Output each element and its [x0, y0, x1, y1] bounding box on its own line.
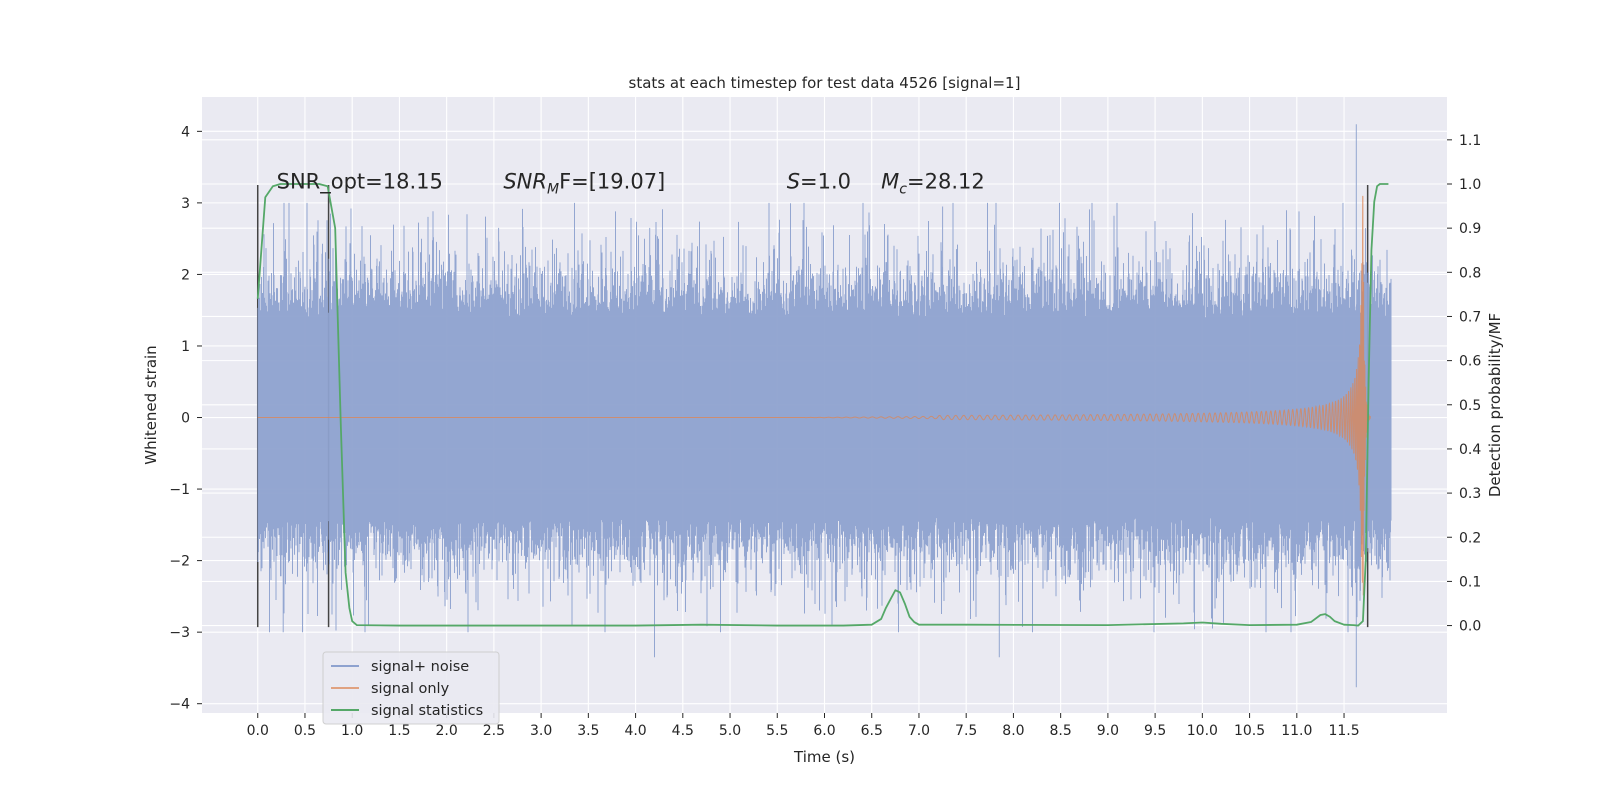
x-tick-label: 7.5 — [955, 723, 977, 739]
y-right-tick-label: 0.3 — [1459, 486, 1481, 502]
x-tick-label: 2.5 — [483, 723, 505, 739]
y-tick-label: 1 — [181, 339, 190, 355]
x-tick-label: 2.0 — [436, 723, 458, 739]
y-tick-label: 0 — [181, 411, 190, 427]
annotation-s-part: S — [787, 170, 800, 194]
y-right-tick-label: 1.0 — [1459, 177, 1481, 193]
annotation-s-part: =1.0 — [800, 170, 851, 194]
annotation-snr-mf-part: M — [547, 182, 559, 198]
y-axis-label: Whitened strain — [142, 345, 160, 464]
y-tick-label: 4 — [181, 124, 190, 140]
x-tick-label: 8.0 — [1002, 723, 1024, 739]
legend-label: signal+ noise — [371, 659, 469, 675]
x-tick-label: 5.0 — [719, 723, 741, 739]
series-signal-only — [257, 195, 1371, 596]
x-tick-label: 4.0 — [624, 723, 646, 739]
x-tick-label: 0.5 — [294, 723, 316, 739]
series-signal-noise — [257, 124, 1392, 688]
x-tick-label: 7.0 — [908, 723, 930, 739]
x-tick-label: 3.0 — [530, 723, 552, 739]
signal-only-trace — [257, 195, 1371, 596]
y-right-tick-label: 0.9 — [1459, 221, 1481, 237]
signal-statistics-line — [256, 183, 1389, 627]
annotation-snr-opt: SNR_opt=18.15 — [277, 170, 443, 195]
x-tick-label: 1.5 — [388, 723, 410, 739]
legend-box — [322, 651, 500, 725]
signal-noise-trace — [257, 124, 1392, 688]
x-tick-label: 9.5 — [1144, 723, 1166, 739]
x-tick-label: 4.5 — [672, 723, 694, 739]
x-axis-label: Time (s) — [793, 748, 855, 766]
y-tick-label: −3 — [169, 625, 190, 641]
y-right-tick-label: 0.0 — [1459, 619, 1481, 635]
x-tick-label: 11.5 — [1328, 723, 1359, 739]
y-tick-label: −1 — [169, 482, 190, 498]
y-right-tick-label: 0.5 — [1459, 398, 1481, 414]
x-tick-label: 6.5 — [861, 723, 883, 739]
y-tick-label: −2 — [169, 554, 190, 570]
series-signal-statistics — [256, 183, 1389, 627]
x-tick-label: 5.5 — [766, 723, 788, 739]
y-right-tick-label: 0.4 — [1459, 442, 1481, 458]
annotation-snr-mf: SNRMF=[19.07] — [503, 170, 665, 198]
annotation-mc-part: c — [899, 182, 907, 198]
x-tick-label: 10.0 — [1187, 723, 1218, 739]
x-tick-label: 9.0 — [1097, 723, 1119, 739]
y-right-tick-label: 0.2 — [1459, 530, 1481, 546]
chart-title: stats at each timestep for test data 452… — [629, 74, 1021, 92]
annotation-mc-part: M — [881, 170, 899, 194]
y-right-tick-label: 0.1 — [1459, 574, 1481, 590]
legend: signal+ noise signal only signal statistic… — [322, 651, 500, 725]
annotation-s: S=1.0 — [787, 170, 851, 194]
x-tick-label: 1.0 — [341, 723, 363, 739]
legend-label: signal statistics — [371, 703, 483, 719]
axes-ticks: 0.0 0.5 1.0 1.5 2.0 2.5 3.0 3.5 4.0 4.5 5.0 5.5 6.0 6… — [169, 124, 1481, 739]
y-right-tick-label: 0.8 — [1459, 265, 1481, 281]
annotation-mc: Mc=28.12 — [881, 170, 985, 198]
y-right-tick-label: 0.6 — [1459, 354, 1481, 370]
x-tick-label: 11.0 — [1281, 723, 1312, 739]
legend-label: signal only — [371, 681, 450, 697]
y-tick-label: −4 — [169, 697, 190, 713]
y-right-tick-label: 0.7 — [1459, 309, 1481, 325]
x-tick-label: 8.5 — [1050, 723, 1072, 739]
x-tick-label: 0.0 — [247, 723, 269, 739]
y-right-tick-label: 1.1 — [1459, 133, 1481, 149]
annotation-snr-mf-part: SNR — [503, 170, 547, 194]
x-tick-label: 10.5 — [1234, 723, 1265, 739]
annotation-snr-mf-part: F=[19.07] — [559, 170, 665, 194]
x-tick-label: 3.5 — [577, 723, 599, 739]
annotations: SNR_opt=18.15 SNRMF=[19.07] S=1.0 Mc=28.12 — [277, 170, 985, 198]
y-axis-label-right: Detection probability/MF — [1486, 313, 1504, 497]
y-tick-label: 2 — [181, 267, 190, 283]
y-tick-label: 3 — [181, 196, 190, 212]
x-tick-label: 6.0 — [813, 723, 835, 739]
annotation-mc-part: =28.12 — [907, 170, 985, 194]
